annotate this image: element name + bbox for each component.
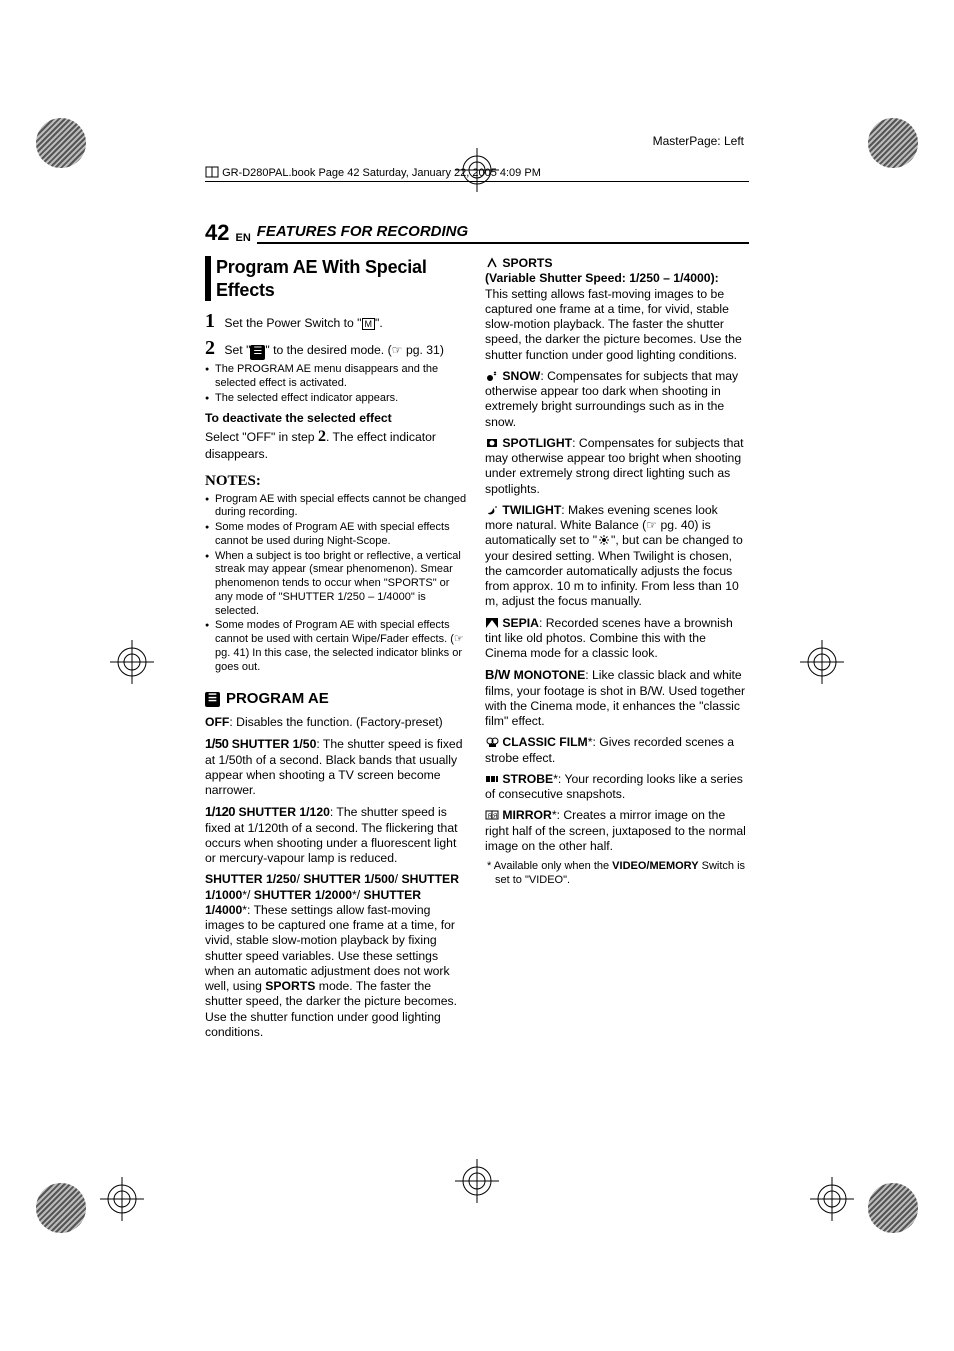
print-corner-tl [36, 118, 86, 168]
off-text: : Disables the function. (Factory-preset… [229, 715, 442, 729]
masterpage-label: MasterPage: Left [653, 134, 744, 148]
print-corner-tr [868, 118, 918, 168]
shutter-120: 1/120 SHUTTER 1/120: The shutter speed i… [205, 804, 467, 866]
strobe-block: STROBE*: Your recording looks like a ser… [485, 772, 747, 803]
step-2-text-b: " to the desired mode. (☞ pg. 31) [265, 343, 444, 357]
twilight-icon [485, 504, 499, 516]
footnote-a: * Available only when the [487, 860, 612, 872]
sepia-label: SEPIA [502, 616, 539, 630]
shutter-multi: SHUTTER 1/250/ SHUTTER 1/500/ SHUTTER 1/… [205, 872, 467, 1040]
deactivate-text: Select "OFF" in step 2. The effect indic… [205, 427, 467, 462]
classic-label: CLASSIC FILM [502, 735, 587, 749]
print-corner-br [868, 1183, 918, 1233]
deactivate-a: Select "OFF" in step [205, 430, 318, 444]
program-ae-subheading: ☰ PROGRAM AE [205, 690, 467, 709]
step-1-text-b: ". [375, 316, 383, 330]
step-2-text-a: Set " [224, 343, 250, 357]
step-1-num: 1 [205, 309, 221, 334]
off-label: OFF [205, 715, 229, 729]
section-title: FEATURES FOR RECORDING [257, 223, 749, 244]
shutter-120-label: SHUTTER 1/120 [238, 805, 329, 819]
footnote: * Available only when the VIDEO/MEMORY S… [485, 860, 747, 888]
step-1: 1 Set the Power Switch to "M". [205, 309, 467, 334]
sports-icon [485, 257, 499, 269]
regmark-right [800, 640, 844, 684]
m-icon: M [362, 318, 376, 330]
sm-d: SHUTTER 1/2000 [254, 888, 352, 902]
twilight-label: TWILIGHT [502, 503, 561, 517]
step-2: 2 Set "☰" to the desired mode. (☞ pg. 31… [205, 336, 467, 361]
book-info-bar: GR-D280PAL.book Page 42 Saturday, Januar… [205, 166, 749, 182]
spotlight-block: SPOTLIGHT: Compensates for subjects that… [485, 436, 747, 497]
menu-icon: ☰ [250, 345, 265, 360]
notes-heading: NOTES: [205, 472, 467, 491]
program-ae-label: PROGRAM AE [226, 690, 329, 709]
sm-sports: SPORTS [265, 979, 315, 993]
regmark-bottom [455, 1159, 499, 1203]
note-item: Program AE with special effects cannot b… [205, 493, 467, 521]
monotone-block: B/W MONOTONE: Like classic black and whi… [485, 667, 747, 729]
twilight-block: TWILIGHT: Makes evening scenes look more… [485, 503, 747, 610]
frac-50: 1/50 [205, 736, 228, 751]
sports-text: This setting allows fast-moving images t… [485, 287, 742, 362]
book-icon [205, 166, 219, 178]
strobe-label: STROBE [502, 772, 553, 786]
step-2-bullets: The PROGRAM AE menu disappears and the s… [205, 363, 467, 405]
mirror-icon: RЯ [485, 809, 499, 821]
sports-sub: (Variable Shutter Speed: 1/250 – 1/4000)… [485, 271, 719, 285]
svg-text:Я: Я [493, 814, 497, 820]
snow-block: SNOW: Compensates for subjects that may … [485, 369, 747, 430]
heading-program-ae-sfx: Program AE With Special Effects [205, 256, 467, 301]
sepia-icon [485, 617, 499, 629]
shutter-50: 1/50 SHUTTER 1/50: The shutter speed is … [205, 736, 467, 798]
monotone-label: MONOTONE [514, 668, 586, 682]
sports-label: SPORTS [502, 256, 552, 270]
sports-block: SPORTS (Variable Shutter Speed: 1/250 – … [485, 256, 747, 363]
bw-icon: B/W [485, 667, 510, 682]
footnote-b: VIDEO/MEMORY [612, 860, 698, 872]
sepia-block: SEPIA: Recorded scenes have a brownish t… [485, 616, 747, 662]
notes-list: Program AE with special effects cannot b… [205, 493, 467, 675]
regmark-left [110, 640, 154, 684]
bullet-item: The selected effect indicator appears. [205, 392, 467, 406]
step-ref-2: 2 [318, 427, 326, 447]
frac-120: 1/120 [205, 804, 235, 819]
regmark-bl2 [100, 1177, 144, 1221]
classic-block: CLASSIC FILM*: Gives recorded scenes a s… [485, 735, 747, 766]
note-item: Some modes of Program AE with special ef… [205, 619, 467, 674]
sun-icon [597, 534, 611, 546]
snow-icon [485, 370, 499, 382]
off-line: OFF: Disables the function. (Factory-pre… [205, 715, 467, 730]
deactivate-heading: To deactivate the selected effect [205, 411, 467, 426]
strobe-icon [485, 773, 499, 785]
note-item: When a subject is too bright or reflecti… [205, 550, 467, 619]
lang-en: EN [235, 232, 250, 244]
note-item: Some modes of Program AE with special ef… [205, 521, 467, 549]
page-number: 42 [205, 220, 229, 246]
sm-a: SHUTTER 1/250 [205, 872, 296, 886]
bullet-item: The PROGRAM AE menu disappears and the s… [205, 363, 467, 391]
mirror-block: RЯ MIRROR*: Creates a mirror image on th… [485, 808, 747, 854]
spotlight-label: SPOTLIGHT [502, 436, 572, 450]
snow-label: SNOW [502, 369, 540, 383]
classic-icon [485, 736, 499, 748]
mirror-label: MIRROR [502, 808, 551, 822]
print-corner-bl [36, 1183, 86, 1233]
regmark-br2 [810, 1177, 854, 1221]
step-1-text-a: Set the Power Switch to " [224, 316, 361, 330]
book-info-text: GR-D280PAL.book Page 42 Saturday, Januar… [222, 167, 541, 179]
menu-icon-2: ☰ [205, 692, 220, 707]
spotlight-icon [485, 437, 499, 449]
sm-b: SHUTTER 1/500 [303, 872, 394, 886]
step-2-num: 2 [205, 336, 221, 361]
shutter-50-label: SHUTTER 1/50 [232, 737, 317, 751]
